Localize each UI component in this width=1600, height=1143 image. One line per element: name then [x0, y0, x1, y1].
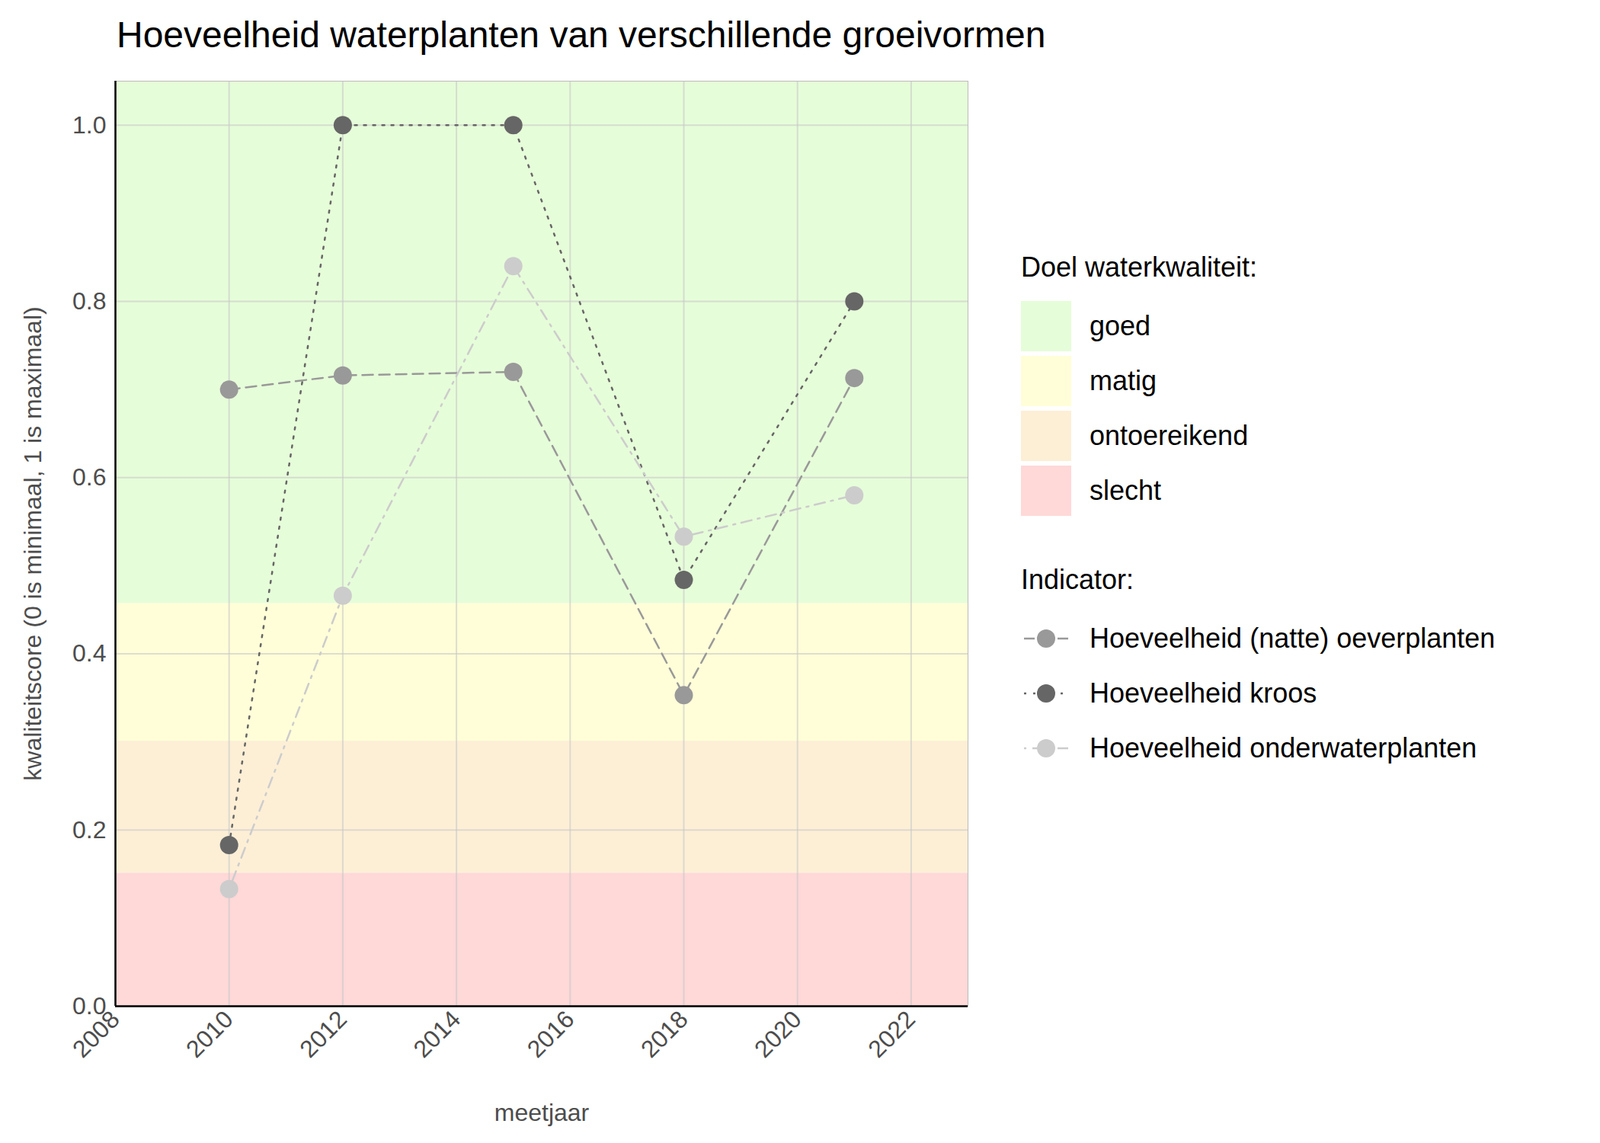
html-text:Hoeveelheid onderwaterplanten: Hoeveelheid onderwaterplanten: [1089, 732, 1477, 764]
html-text:Hoeveelheid kroos: Hoeveelheid kroos: [1089, 677, 1317, 709]
html-text:matig: matig: [1089, 364, 1157, 397]
svg-text:2012: 2012: [294, 1004, 352, 1063]
svg-text:0.2: 0.2: [72, 816, 106, 844]
svg-text:0.8: 0.8: [72, 287, 106, 315]
svg-text:2016: 2016: [521, 1004, 580, 1063]
html-text:Indicator:: Indicator:: [1020, 563, 1134, 596]
svg-text:2018: 2018: [635, 1004, 694, 1063]
svg-text:0.6: 0.6: [72, 463, 106, 491]
html-text:Doel waterkwaliteit:: Doel waterkwaliteit:: [1020, 251, 1258, 283]
svg-text:2010: 2010: [180, 1004, 239, 1063]
svg-text:kwaliteitscore (0 is minimaal,: kwaliteitscore (0 is minimaal, 1 is maxi…: [19, 306, 47, 781]
svg-text:meetjaar: meetjaar: [494, 1098, 590, 1127]
svg-text:2020: 2020: [748, 1004, 807, 1063]
svg-text:0.0: 0.0: [72, 991, 107, 1020]
html-text:slecht: slecht: [1089, 474, 1162, 506]
svg-text:2022: 2022: [862, 1004, 921, 1063]
html-text:Hoeveelheid waterplanten van v: Hoeveelheid waterplanten van verschillen…: [116, 14, 1046, 55]
svg-text:0.4: 0.4: [72, 639, 106, 667]
html-text:ontoereikend: ontoereikend: [1089, 419, 1249, 452]
svg-text:2014: 2014: [407, 1004, 466, 1063]
svg-text:2008: 2008: [67, 1004, 125, 1063]
svg-text:1.0: 1.0: [72, 111, 106, 139]
html-text:Hoeveelheid (natte) oeverplant: Hoeveelheid (natte) oeverplanten: [1089, 622, 1496, 654]
html-text:goed: goed: [1089, 310, 1151, 342]
